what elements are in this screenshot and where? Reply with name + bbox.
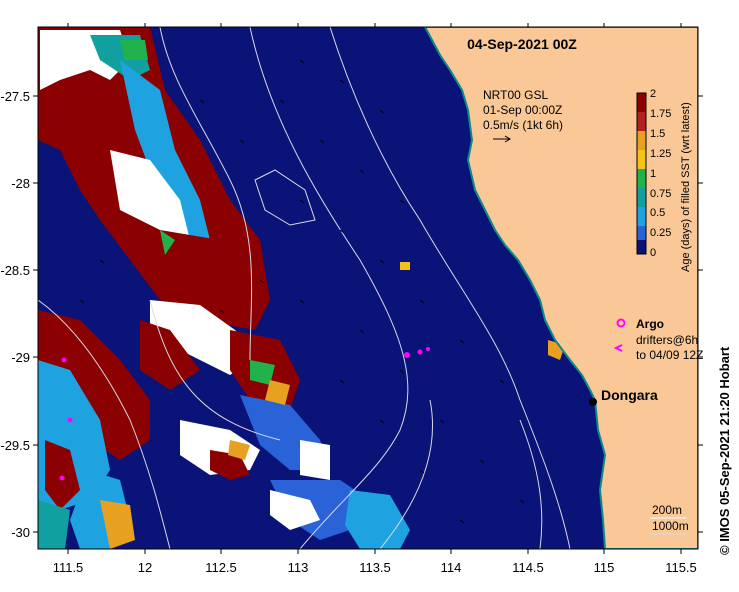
y-tick-label: -27.5 — [0, 89, 30, 104]
x-tick-label: 111.5 — [53, 560, 84, 575]
current-info: NRT00 GSL 01-Sep 00:00Z 0.5m/s (1kt 6h) — [483, 88, 563, 143]
map-title: 04-Sep-2021 00Z — [467, 36, 577, 52]
colorbar-tick: 1.5 — [650, 128, 665, 140]
colorbar-label: Age (days) of filled SST (wrt latest) — [680, 102, 692, 272]
colorbar-tick: 1 — [650, 168, 656, 180]
x-tick-label: 114 — [441, 560, 462, 575]
drifters-label-line2: to 04/09 12Z — [636, 348, 703, 362]
argo-symbol-icon — [616, 318, 626, 328]
y-tick-label: -28.5 — [0, 263, 30, 278]
current-info-line: 01-Sep 00:00Z — [483, 103, 562, 117]
y-tick-label: -29 — [11, 350, 30, 365]
map-plot-area — [38, 27, 698, 549]
colorbar-tick: 0.75 — [650, 188, 671, 200]
current-vectors — [79, 59, 525, 524]
drifter-symbol-icon — [613, 344, 623, 352]
dongara-marker — [589, 398, 597, 406]
colorbar-tick: 0 — [650, 247, 656, 259]
x-tick-label: 112.5 — [205, 560, 237, 575]
current-info-line: NRT00 GSL — [483, 88, 548, 102]
y-axis-labels: -27.5 -28 -28.5 -29 -29.5 -30 — [0, 89, 30, 540]
colorbar-tick: 0.5 — [650, 207, 665, 219]
depth-legend-200: 200m — [652, 503, 682, 517]
drifter-tracks — [59, 347, 430, 481]
bathymetry-contours — [38, 27, 571, 549]
colorbar-tick: 2 — [650, 88, 656, 100]
drifters-label-line1: drifters@6h — [636, 333, 698, 347]
y-tick-label: -30 — [11, 525, 30, 540]
y-tick-label: -28 — [11, 176, 30, 191]
depth-legend: 200m 1000m — [650, 503, 689, 535]
current-info-line: 0.5m/s (1kt 6h) — [483, 118, 563, 132]
colorbar-tick: 0.25 — [650, 227, 671, 239]
x-tick-label: 113 — [288, 560, 309, 575]
colorbar-tick: 1.75 — [650, 108, 671, 120]
x-tick-label: 113.5 — [359, 560, 391, 575]
tick-marks — [33, 23, 703, 554]
x-tick-label: 12 — [138, 560, 152, 575]
plot-frame — [37, 26, 699, 550]
place-label: Dongara — [601, 387, 658, 403]
scale-arrow — [493, 135, 511, 143]
credit-text: © IMOS 05-Sep-2021 21:20 Hobart — [717, 346, 732, 555]
drifter-legend: Argo drifters@6h to 04/09 12Z — [613, 317, 703, 362]
depth-legend-1000: 1000m — [652, 519, 689, 533]
land-western-australia — [423, 27, 698, 549]
sst-patches — [38, 27, 565, 549]
colorbar-tick: 1.25 — [650, 148, 671, 160]
colorbar: 2 1.75 1.5 1.25 1 0.75 0.5 0.25 0 Age (d… — [636, 88, 692, 272]
x-tick-label: 115 — [594, 560, 615, 575]
x-tick-label: 115.5 — [665, 560, 697, 575]
x-tick-label: 114.5 — [512, 560, 544, 575]
x-axis-labels: 111.5 12 112.5 113 113.5 114 114.5 115 1… — [53, 560, 697, 575]
y-tick-label: -29.5 — [0, 438, 30, 453]
argo-label: Argo — [636, 317, 664, 331]
